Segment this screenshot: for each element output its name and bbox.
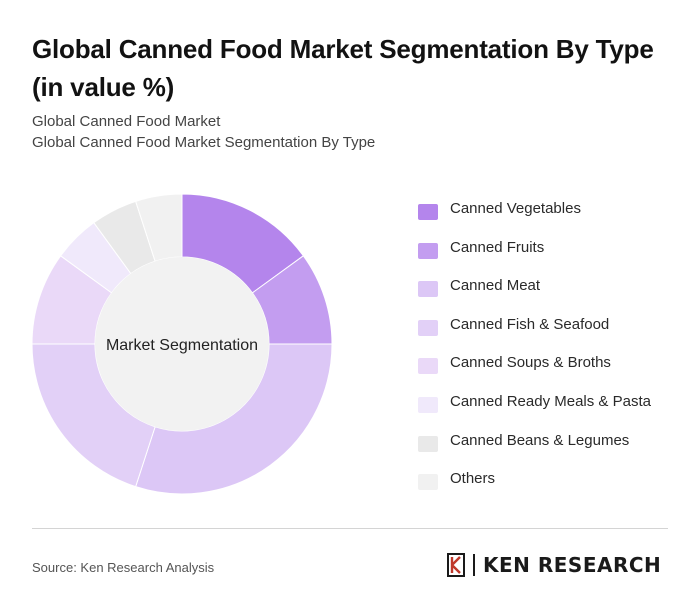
legend-swatch	[418, 319, 438, 336]
ken-research-logo-icon	[447, 553, 465, 577]
chart-legend: Canned Vegetables Canned Fruits Canned Mea…	[418, 196, 688, 505]
legend-label: Canned Soups & Broths	[450, 354, 611, 372]
source-note: Source: Ken Research Analysis	[32, 560, 215, 575]
logo-separator	[473, 554, 475, 576]
legend-item-canned-meat: Canned Meat	[418, 273, 688, 312]
legend-swatch	[418, 396, 438, 413]
legend-item-canned-beans-legumes: Canned Beans & Legumes	[418, 428, 688, 467]
donut-chart: Market Segmentation	[31, 193, 333, 495]
legend-swatch	[418, 358, 438, 375]
legend-item-canned-fruits: Canned Fruits	[418, 235, 688, 274]
legend-label: Canned Vegetables	[450, 200, 581, 217]
donut-center-label: Market Segmentation	[106, 337, 258, 354]
legend-item-others: Others	[418, 466, 688, 505]
legend-swatch	[418, 204, 438, 220]
legend-item-canned-soups-broths: Canned Soups & Broths	[418, 350, 688, 389]
legend-swatch	[418, 242, 438, 259]
legend-item-canned-ready-meals-pasta: Canned Ready Meals & Pasta	[418, 389, 688, 428]
legend-item-canned-vegetables: Canned Vegetables	[418, 196, 688, 235]
legend-label: Canned Meat	[450, 277, 541, 295]
logo-text: KEN RESEARCH	[483, 553, 662, 577]
donut-center	[95, 257, 269, 431]
footer-divider	[32, 528, 668, 529]
legend-label: Canned Ready Meals & Pasta	[450, 392, 651, 410]
legend-label: Canned Fruits	[450, 238, 545, 256]
legend-label: Others	[450, 470, 496, 488]
legend-swatch	[418, 281, 438, 298]
chart-subtitle-market: Global Canned Food Market	[32, 113, 221, 130]
chart-title: Global Canned Food Market Segmentation B…	[32, 34, 654, 102]
legend-label: Canned Beans & Legumes	[450, 431, 630, 449]
legend-swatch	[418, 435, 438, 452]
legend-item-canned-fish-seafood: Canned Fish & Seafood	[418, 312, 688, 351]
legend-swatch	[418, 474, 438, 491]
ken-research-logo: KEN RESEARCH	[447, 553, 661, 577]
legend-label: Canned Fish & Seafood	[450, 315, 610, 333]
chart-subtitle-segmentation: Global Canned Food Market Segmentation B…	[32, 134, 376, 151]
